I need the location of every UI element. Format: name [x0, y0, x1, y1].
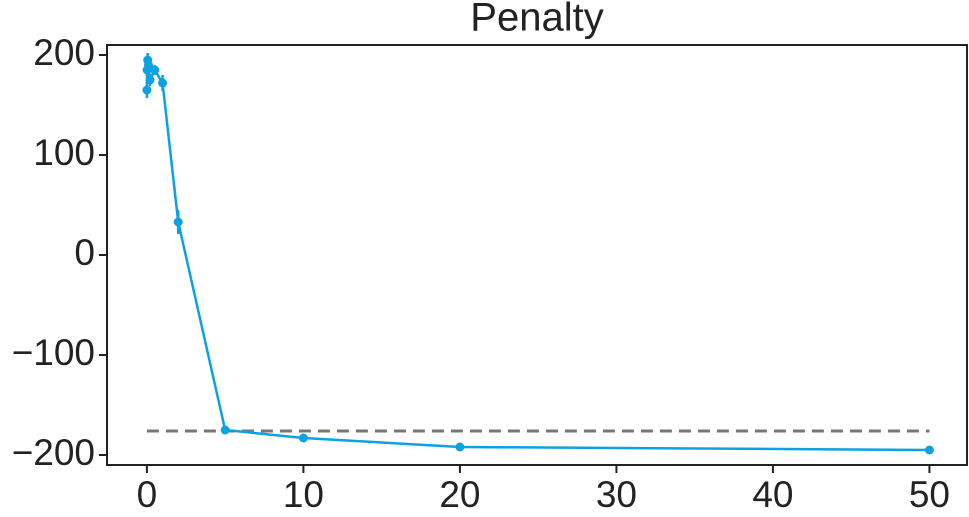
point — [924, 445, 934, 455]
y-tick-label: −200 — [12, 432, 95, 473]
point — [455, 442, 465, 452]
x-tick-label: 40 — [752, 474, 793, 515]
y-tick-label: −100 — [12, 332, 95, 373]
plot-frame — [106, 44, 968, 466]
point — [143, 60, 153, 70]
point — [145, 75, 155, 85]
x-tick-label: 20 — [439, 474, 480, 515]
x-tick-label: 10 — [283, 474, 324, 515]
x-tick-label: 30 — [596, 474, 637, 515]
point — [150, 65, 160, 75]
x-tick-label: 50 — [909, 474, 950, 515]
y-tick-label: 200 — [33, 32, 95, 73]
point — [220, 425, 230, 435]
x-tick-label: 0 — [137, 474, 158, 515]
point — [298, 433, 308, 443]
y-tick-label: 100 — [33, 132, 95, 173]
point — [173, 217, 183, 227]
y-tick-label: 0 — [74, 232, 95, 273]
point — [158, 78, 168, 88]
chart-title: Penalty — [470, 0, 603, 40]
line — [145, 59, 930, 452]
point — [142, 85, 152, 95]
